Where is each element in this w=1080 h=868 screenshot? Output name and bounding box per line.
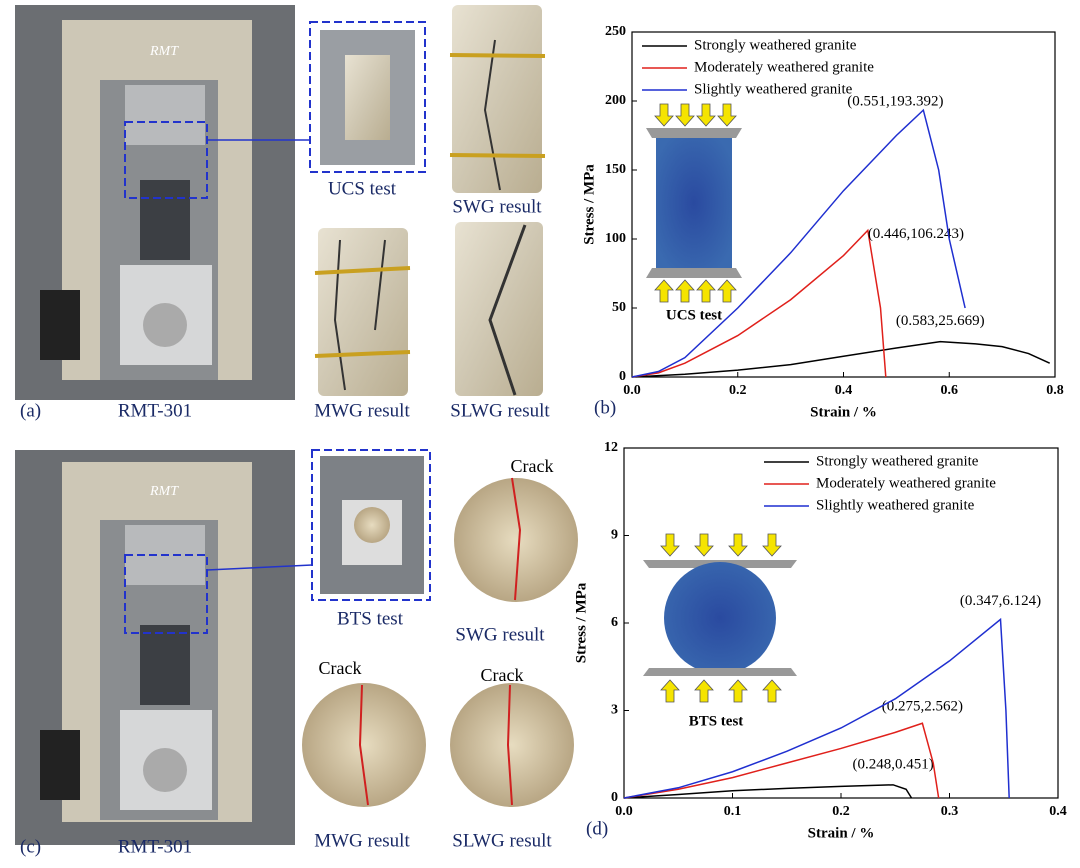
caption: SWG result: [452, 196, 542, 217]
legend-label: Slightly weathered granite: [694, 81, 853, 97]
legend-label: Slightly weathered granite: [816, 497, 975, 513]
y-tick-label: 6: [611, 615, 618, 630]
series-line: [631, 228, 887, 378]
y-axis-label: Stress / MPa: [573, 582, 589, 663]
x-tick-label: 0.8: [1046, 383, 1064, 398]
panel-label: (b): [594, 397, 616, 418]
peak-annotation: (0.248,0.451): [852, 756, 933, 772]
panel-label: (a): [20, 400, 41, 421]
peak-annotation: (0.446,106.243): [868, 226, 964, 242]
series-line: [631, 340, 1051, 378]
machine-photo: RMT: [15, 450, 313, 845]
caption: SWG result: [455, 624, 545, 645]
machine-photo: RMT: [15, 5, 310, 400]
caption: MWG result: [314, 830, 410, 851]
caption: BTS test: [337, 608, 404, 629]
peak-annotation: (0.275,2.562): [882, 699, 963, 715]
logo: RMT: [149, 44, 179, 59]
inset-label: UCS test: [666, 307, 722, 323]
x-tick-label: 0.1: [724, 804, 742, 819]
specimen-photos: [302, 477, 578, 807]
x-tick-label: 0.2: [832, 804, 850, 819]
legend-label: Strongly weathered granite: [694, 37, 857, 53]
x-axis-label: Strain / %: [810, 404, 877, 420]
crack-label: Crack: [319, 658, 362, 678]
peak-annotation: (0.551,193.392): [847, 94, 943, 110]
caption: SLWG result: [450, 400, 550, 421]
ucs-inset: [646, 103, 742, 303]
x-tick-label: 0.0: [623, 383, 641, 398]
caption: MWG result: [314, 400, 410, 421]
x-tick-label: 0.6: [941, 383, 959, 398]
x-tick-label: 0.0: [615, 804, 633, 819]
legend-label: Strongly weathered granite: [816, 453, 979, 469]
caption: RMT-301: [118, 836, 192, 857]
logo: RMT: [149, 484, 179, 499]
y-tick-label: 9: [611, 528, 618, 543]
caption: SLWG result: [452, 830, 552, 851]
series-line: [623, 617, 1010, 799]
legend-label: Moderately weathered granite: [816, 475, 996, 491]
x-tick-label: 0.3: [941, 804, 959, 819]
crack-label: Crack: [481, 665, 524, 685]
crack-label: Crack: [511, 456, 554, 476]
panel-label: (d): [586, 818, 608, 839]
peak-annotation: (0.347,6.124): [960, 593, 1041, 609]
y-tick-label: 0: [619, 369, 626, 384]
inset-label: BTS test: [689, 713, 744, 729]
ucs-test-photo: [309, 21, 426, 173]
caption: UCS test: [328, 178, 397, 199]
y-tick-label: 200: [605, 93, 626, 108]
y-tick-label: 12: [604, 440, 618, 455]
bts-test-photo: [311, 449, 431, 601]
series-line: [623, 722, 940, 799]
caption: RMT-301: [118, 400, 192, 421]
y-axis-label: Stress / MPa: [581, 164, 597, 245]
series-line: [623, 784, 913, 799]
x-tick-label: 0.2: [729, 383, 747, 398]
x-tick-label: 0.4: [835, 383, 853, 398]
peak-annotation: (0.583,25.669): [896, 313, 985, 329]
y-tick-label: 150: [605, 162, 626, 177]
y-tick-label: 50: [612, 300, 626, 315]
y-tick-label: 250: [605, 24, 626, 39]
legend-label: Moderately weathered granite: [694, 59, 874, 75]
y-tick-label: 0: [611, 790, 618, 805]
series-line: [631, 108, 966, 378]
y-tick-label: 3: [611, 703, 618, 718]
x-tick-label: 0.4: [1049, 804, 1067, 819]
bts-inset: [643, 533, 797, 703]
specimen-photos: [314, 5, 546, 396]
y-tick-label: 100: [605, 231, 626, 246]
x-axis-label: Strain / %: [808, 825, 875, 841]
panel-label: (c): [20, 836, 41, 857]
